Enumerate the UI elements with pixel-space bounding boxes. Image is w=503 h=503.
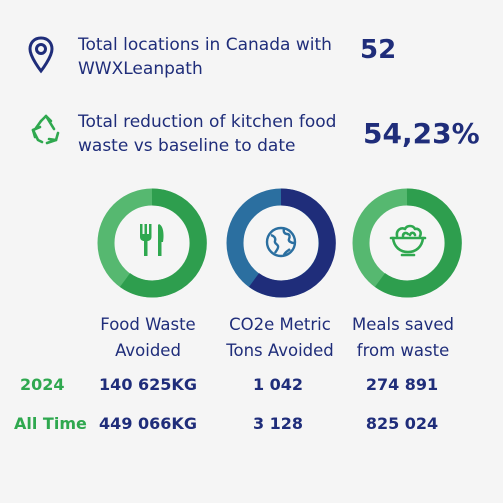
recycle-icon	[29, 113, 63, 147]
row-label-all-time: All Time	[14, 414, 87, 433]
locations-value: 52	[360, 35, 397, 65]
co2e-donut	[226, 188, 336, 298]
table-cell: 140 625KG	[99, 375, 197, 394]
locations-label: Total locations in Canada with WWXLeanpa…	[78, 35, 332, 79]
table-cell: 825 024	[365, 414, 439, 433]
meals-donut	[352, 188, 462, 298]
salad-bowl-icon	[387, 222, 429, 258]
reduction-label: Total reduction of kitchen food waste vs…	[78, 112, 337, 156]
map-pin-icon	[28, 36, 54, 74]
table-cell: 1 042	[252, 375, 304, 394]
table-cell: 449 066KG	[99, 414, 197, 433]
row-label-2024: 2024	[20, 375, 65, 394]
table-cell: 274 891	[365, 375, 439, 394]
meals-label: Meals saved from waste	[351, 315, 455, 360]
fork-knife-icon	[137, 222, 167, 258]
food-waste-donut	[97, 188, 207, 298]
globe-icon	[264, 225, 298, 259]
food-waste-label: Food Waste Avoided	[100, 315, 196, 360]
reduction-value: 54,23%	[363, 117, 480, 150]
co2e-label: CO2e Metric Tons Avoided	[226, 315, 334, 360]
table-cell: 3 128	[252, 414, 304, 433]
